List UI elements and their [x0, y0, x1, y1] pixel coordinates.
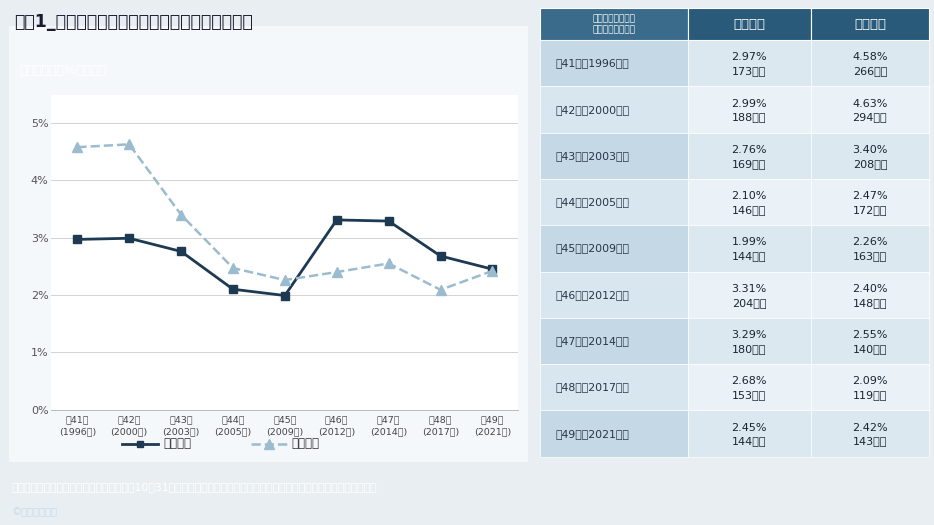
Bar — [540, 364, 687, 411]
Text: 2.68%: 2.68% — [731, 376, 767, 386]
Text: 比例代表: 比例代表 — [291, 437, 319, 450]
Text: 2.40%: 2.40% — [852, 284, 887, 294]
Bar — [687, 318, 811, 364]
Bar — [540, 8, 687, 40]
Text: 上段：無効投票率
下段：無効投票数: 上段：無効投票率 下段：無効投票数 — [592, 14, 635, 34]
Text: 119万票: 119万票 — [853, 390, 887, 400]
Text: 4.63%: 4.63% — [852, 99, 887, 109]
Text: 180万票: 180万票 — [732, 344, 767, 354]
Bar — [687, 133, 811, 179]
Text: 2.76%: 2.76% — [731, 145, 767, 155]
Bar — [811, 225, 929, 271]
Text: 143万票: 143万票 — [853, 436, 887, 446]
Bar — [540, 271, 687, 318]
Bar — [811, 318, 929, 364]
Text: 208万票: 208万票 — [853, 159, 887, 169]
Text: 小選挙区: 小選挙区 — [733, 17, 765, 30]
Text: 第42回（2000年）: 第42回（2000年） — [556, 104, 630, 114]
Bar — [687, 179, 811, 225]
Text: 153万票: 153万票 — [732, 390, 766, 400]
Text: 比例代表: 比例代表 — [854, 17, 886, 30]
Bar — [540, 225, 687, 271]
Bar — [687, 364, 811, 411]
Text: 4.58%: 4.58% — [852, 52, 887, 62]
Text: 2.99%: 2.99% — [731, 99, 767, 109]
Text: 2.45%: 2.45% — [731, 423, 767, 433]
Text: 第47回（2014年）: 第47回（2014年） — [556, 336, 630, 346]
Bar — [687, 411, 811, 457]
Text: 2.26%: 2.26% — [852, 237, 887, 247]
Text: 第44回（2005年）: 第44回（2005年） — [556, 197, 630, 207]
Text: 小選挙区: 小選挙区 — [163, 437, 191, 450]
Bar — [540, 179, 687, 225]
Bar — [687, 40, 811, 87]
Text: 第41回（1996年）: 第41回（1996年） — [556, 58, 630, 68]
Bar — [687, 87, 811, 133]
Text: 204万票: 204万票 — [732, 298, 767, 308]
Text: 266万票: 266万票 — [853, 66, 887, 76]
Text: ©けんみん会議: ©けんみん会議 — [11, 507, 57, 517]
Bar — [811, 40, 929, 87]
Text: 無効投票率（%）の推移: 無効投票率（%）の推移 — [20, 64, 106, 77]
Text: 1.99%: 1.99% — [731, 237, 767, 247]
Text: 2.42%: 2.42% — [852, 423, 887, 433]
Text: 2.47%: 2.47% — [852, 191, 887, 201]
Text: 140万票: 140万票 — [853, 344, 887, 354]
Text: 図表1_衆議院議員総選挙における無効投票の推移: 図表1_衆議院議員総選挙における無効投票の推移 — [14, 13, 253, 31]
Bar — [811, 87, 929, 133]
Text: 第49回（2021年）: 第49回（2021年） — [556, 428, 630, 438]
Text: 2.55%: 2.55% — [852, 330, 887, 340]
Text: 第45回（2009年）: 第45回（2009年） — [556, 244, 630, 254]
Text: 172万票: 172万票 — [853, 205, 887, 215]
Text: 出所：総務省自治行政局選挙部「令和３年10月31日執行衆議院議員総選挙・最高裁判所裁判官国民審査結果調」より作成: 出所：総務省自治行政局選挙部「令和３年10月31日執行衆議院議員総選挙・最高裁判… — [11, 482, 376, 492]
Text: 144万票: 144万票 — [732, 251, 767, 261]
Bar — [540, 87, 687, 133]
Bar — [687, 225, 811, 271]
Text: 163万票: 163万票 — [853, 251, 887, 261]
Bar — [540, 40, 687, 87]
Bar — [811, 8, 929, 40]
Bar — [687, 271, 811, 318]
Text: 144万票: 144万票 — [732, 436, 767, 446]
Bar — [811, 179, 929, 225]
Text: 294万票: 294万票 — [853, 112, 887, 122]
Text: 2.09%: 2.09% — [852, 376, 887, 386]
Text: 148万票: 148万票 — [853, 298, 887, 308]
Text: 169万票: 169万票 — [732, 159, 767, 169]
Text: 第46回（2012年）: 第46回（2012年） — [556, 290, 630, 300]
Bar — [811, 133, 929, 179]
Bar — [687, 8, 811, 40]
Bar — [540, 411, 687, 457]
Bar — [540, 318, 687, 364]
Text: 3.40%: 3.40% — [852, 145, 887, 155]
Text: 188万票: 188万票 — [732, 112, 767, 122]
Text: 3.31%: 3.31% — [731, 284, 767, 294]
Text: 第43回（2003年）: 第43回（2003年） — [556, 151, 630, 161]
Text: 第48回（2017年）: 第48回（2017年） — [556, 382, 630, 392]
Text: 2.10%: 2.10% — [731, 191, 767, 201]
Bar — [811, 411, 929, 457]
Text: 173万票: 173万票 — [732, 66, 767, 76]
Text: 3.29%: 3.29% — [731, 330, 767, 340]
Text: 2.97%: 2.97% — [731, 52, 767, 62]
Bar — [540, 133, 687, 179]
Text: 146万票: 146万票 — [732, 205, 767, 215]
Bar — [811, 364, 929, 411]
Bar — [811, 271, 929, 318]
